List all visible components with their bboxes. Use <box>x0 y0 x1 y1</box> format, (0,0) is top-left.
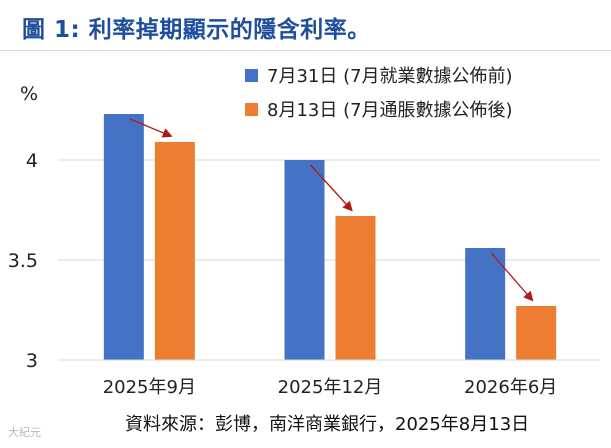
x-tick-label: 2025年12月 <box>278 377 383 398</box>
bar-jul31 <box>284 160 325 360</box>
decline-arrow <box>310 164 353 212</box>
bar-aug13 <box>154 142 195 360</box>
source-note: 資料來源：彭博，南洋商業銀行，2025年8月13日 <box>125 414 530 435</box>
watermark-logo: 大紀元 <box>8 426 41 439</box>
x-tick-label: 2026年6月 <box>464 377 557 398</box>
x-tick-label: 2025年9月 <box>103 377 196 398</box>
legend-label: 8月13日 (7月通脹數據公佈後) <box>267 100 513 121</box>
title-divider <box>0 50 611 51</box>
decline-arrow <box>129 118 173 138</box>
legend-swatch <box>245 69 258 82</box>
legend-label: 7月31日 (7月就業數據公佈前) <box>267 66 513 87</box>
legend-swatch <box>245 103 258 116</box>
y-axis-label: % <box>20 83 38 105</box>
y-tick-label: 3 <box>26 350 38 372</box>
y-tick-label: 3.5 <box>8 250 38 272</box>
bar-aug13 <box>516 306 557 360</box>
y-tick-label: 4 <box>26 150 38 172</box>
decline-arrow <box>490 252 534 302</box>
bar-aug13 <box>335 216 376 360</box>
bar-jul31 <box>465 248 506 360</box>
bar-jul31 <box>103 114 144 360</box>
chart-title: 圖 1: 利率掉期顯示的隱含利率。 <box>22 17 371 43</box>
